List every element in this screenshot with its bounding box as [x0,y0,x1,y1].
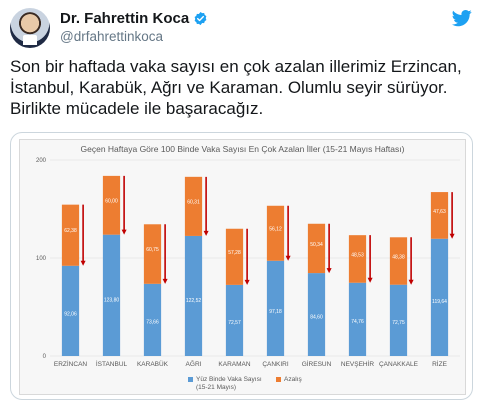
tweet-media-image[interactable]: Geçen Haftaya Göre 100 Binde Vaka Sayısı… [10,132,473,400]
data-label-cases: 72,75 [392,320,405,326]
bar-cases [348,282,367,356]
data-label-decrease: 60,75 [146,247,159,253]
bar-cases [389,284,408,356]
bar-decrease [61,204,80,266]
y-tick-label: 200 [36,158,47,164]
tweet-text-line: İstanbul, Karabük, Ağrı ve Karaman. Olum… [10,78,448,97]
x-tick-label: ÇANAKKALE [379,361,419,368]
data-label-decrease: 60,00 [105,198,118,204]
twitter-bird-icon [451,10,472,27]
data-label-cases: 119,64 [432,299,447,305]
data-label-decrease: 50,34 [310,242,323,248]
x-tick-label: ÇANKIRI [262,361,289,368]
bar-cases [102,234,121,356]
chart-legend: Yüz Binde Vaka Sayısı (15-21 Mayıs) Azal… [188,376,302,392]
bar-cases [266,260,285,356]
data-label-decrease: 57,28 [228,250,241,256]
data-label-cases: 73,66 [146,320,159,326]
data-label-decrease: 48,38 [392,255,405,261]
bar-cases [184,235,203,356]
data-label-decrease: 48,53 [351,253,364,259]
bar-cases [430,238,449,356]
x-tick-label: NEVŞEHİR [341,359,375,368]
x-tick-label: AĞRI [186,359,202,368]
data-label-cases: 92,06 [64,311,77,317]
x-tick-label: KARAMAN [218,361,250,368]
avatar[interactable] [10,8,50,48]
decrease-arrow-head [367,277,373,283]
legend-swatch-cases [188,377,193,382]
decrease-arrow-head [162,278,168,284]
decrease-arrow-head [326,268,332,274]
author-handle[interactable]: @drfahrettinkoca [60,29,164,44]
x-tick-label: GİRESUN [302,359,332,368]
decrease-arrow-head [449,233,455,239]
bar-decrease [266,205,285,261]
data-label-decrease: 60,31 [187,199,200,205]
data-label-cases: 84,60 [310,315,323,321]
legend-swatch-decrease [276,377,281,382]
data-label-decrease: 62,38 [64,228,77,234]
decrease-arrow-head [203,230,209,236]
chart-title: Geçen Haftaya Göre 100 Binde Vaka Sayısı… [80,144,405,154]
author-display-name[interactable]: Dr. Fahrettin Koca [60,10,190,27]
decrease-arrow-head [408,279,414,285]
data-label-cases: 97,18 [269,309,282,315]
bar-cases [61,265,80,356]
data-label-cases: 72,57 [228,320,241,326]
data-label-cases: 122,52 [186,298,202,304]
x-tick-label: İSTANBUL [96,359,128,368]
verified-badge-icon [194,11,207,26]
decrease-arrow-head [285,255,291,261]
bar-decrease [389,237,408,285]
y-tick-label: 0 [43,354,47,360]
bar-decrease [102,175,121,235]
data-label-decrease: 56,12 [269,227,282,233]
bar-cases [225,284,244,356]
bar-decrease [348,235,367,283]
bar-decrease [143,224,162,284]
decrease-arrow-head [244,279,250,285]
bar-cases [143,283,162,356]
decrease-arrow-head [80,260,86,266]
legend-label-cases: Yüz Binde Vaka Sayısı (15-21 Mayıs) [196,376,262,391]
x-tick-label: ERZİNCAN [54,359,88,368]
data-label-cases: 123,80 [104,297,120,303]
bar-chart: 0 100 200 92,06 62,38 ERZİNCAN 123,80 60,00 İSTA… [36,158,460,368]
decrease-arrow-head [121,229,127,235]
y-tick-label: 100 [36,256,47,262]
legend-item-cases: Yüz Binde Vaka Sayısı (15-21 Mayıs) [188,376,266,392]
tweet-text-line: Birlikte mücadele ile başaracağız. [10,99,264,118]
bar-cases [307,273,326,356]
legend-item-decrease: Azalış [276,376,302,392]
tweet-text-line: Son bir haftada vaka sayısı en çok azala… [10,57,462,76]
bar-decrease [307,223,326,274]
legend-label-decrease: Azalış [284,376,302,383]
author-block: Dr. Fahrettin Koca @drfahrettinkoca [60,10,208,44]
bar-decrease [430,192,449,239]
data-label-cases: 74,76 [351,319,364,325]
data-label-decrease: 47,63 [433,209,446,215]
name-row: Dr. Fahrettin Koca [60,10,208,27]
bar-decrease [225,228,244,285]
x-tick-label: KARABÜK [137,360,169,368]
bar-decrease [184,176,203,236]
tweet-text: Son bir haftada vaka sayısı en çok azala… [10,56,473,119]
tweet-header: Dr. Fahrettin Koca @drfahrettinkoca [10,6,473,50]
chart-container: Geçen Haftaya Göre 100 Binde Vaka Sayısı… [19,139,466,395]
x-tick-label: RİZE [432,359,447,368]
